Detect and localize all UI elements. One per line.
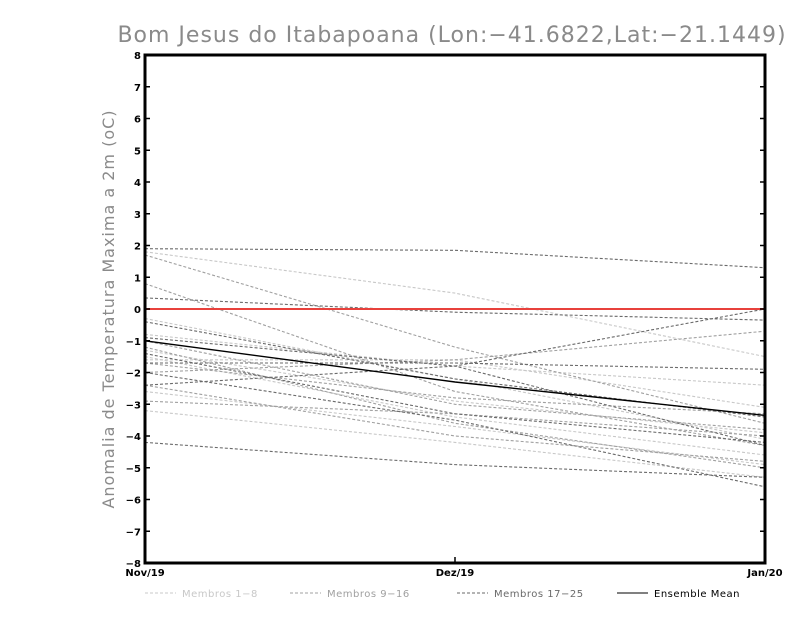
y-tick-label: −1	[126, 337, 141, 348]
member-series-line-18	[144, 297, 766, 321]
y-tick-label: −5	[126, 464, 141, 475]
x-tick-label: Dez/19	[436, 568, 475, 579]
member-series-line-6	[144, 410, 766, 478]
series-layer	[144, 248, 766, 488]
member-series-line-4	[144, 356, 766, 456]
x-tick-label: Jan/20	[746, 568, 782, 579]
member-series-line-15	[144, 362, 766, 415]
y-tick-label: 7	[134, 83, 141, 94]
member-series-line-19	[144, 321, 766, 418]
legend-entry-label: Ensemble Mean	[654, 589, 740, 600]
member-series-line-21	[145, 362, 766, 370]
legend-entry-label: Membros 1−8	[182, 589, 258, 600]
member-series-line-17	[144, 248, 766, 269]
legend-entry-label: Membros 9−16	[327, 589, 410, 600]
y-tick-label: 6	[134, 115, 141, 126]
y-tick-label: 0	[134, 305, 141, 316]
y-tick-label: −7	[126, 527, 141, 538]
chart-title: Bom Jesus do Itabapoana (Lon:−41.6822,La…	[117, 23, 786, 48]
legend: Membros 1−8 Membros 9−16 Membros 17−25 Ense…	[145, 589, 740, 600]
member-series-line-11	[144, 340, 766, 431]
y-tick-label: 8	[134, 51, 141, 62]
member-series-line-5	[144, 390, 766, 466]
y-axis-label: Anomalia de Temperatura Maxima a 2m (oC)	[99, 109, 118, 508]
member-series-line-1	[144, 251, 766, 358]
y-tick-label: −6	[126, 496, 141, 507]
member-series-line-12	[144, 346, 766, 469]
member-series-line-9	[144, 254, 766, 424]
x-tick-label: Nov/19	[125, 568, 164, 579]
member-series-line-13	[144, 330, 766, 374]
y-tick-label: −2	[126, 369, 141, 380]
y-tick-label: −3	[126, 400, 141, 411]
ensemble-mean-line	[144, 340, 766, 417]
y-tick-label: 5	[134, 146, 141, 157]
member-series-line-24	[144, 371, 766, 488]
y-tick-label: −8	[126, 559, 141, 570]
axis-layer: −8 −7 −6 −5 −4 −3 −2 −1 0 1 2 3 4 5 6 7 8 Nov/19 Dez/19 Jan…	[125, 51, 782, 579]
member-series-line-23	[144, 352, 766, 443]
member-series-line-25	[144, 441, 766, 478]
y-tick-label: 1	[134, 273, 141, 284]
member-series-line-14	[144, 384, 766, 462]
member-series-line-16	[144, 400, 766, 437]
y-tick-label: −4	[126, 432, 141, 443]
y-tick-label: 2	[134, 242, 141, 253]
member-series-line-3	[144, 349, 766, 434]
legend-entry-label: Membros 17−25	[494, 589, 584, 600]
member-series-line-22	[144, 308, 766, 386]
y-tick-label: 4	[134, 178, 141, 189]
y-tick-label: 3	[134, 210, 141, 221]
